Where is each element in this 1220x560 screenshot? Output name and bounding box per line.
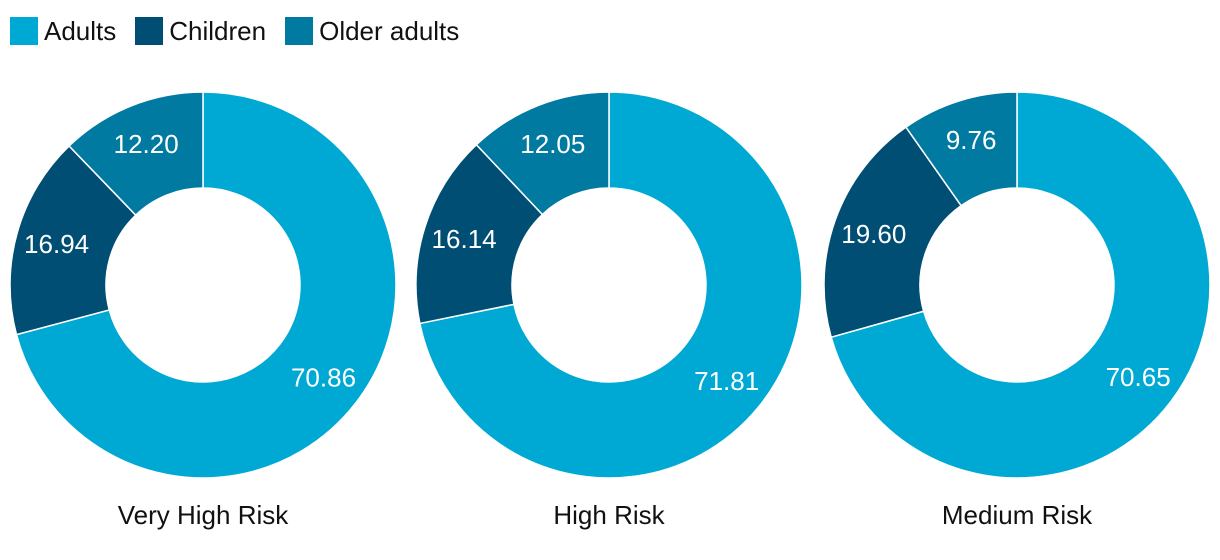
data-label-older-adults: 12.20 bbox=[114, 129, 179, 159]
slice-older-adults[interactable] bbox=[904, 91, 1018, 207]
slice-children[interactable] bbox=[415, 143, 544, 325]
data-label-older-adults: 12.05 bbox=[520, 129, 585, 159]
legend-label-adults: Adults bbox=[44, 16, 117, 46]
data-label-adults: 71.81 bbox=[694, 366, 759, 396]
legend-label-older-adults: Older adults bbox=[319, 16, 460, 46]
data-label-older-adults: 9.76 bbox=[946, 125, 997, 155]
legend-swatch-adults bbox=[10, 17, 38, 45]
slice-children[interactable] bbox=[823, 126, 963, 339]
slice-adults[interactable] bbox=[418, 91, 803, 479]
donut-chart-high-risk: 71.81 16.14 12.05 High Risk bbox=[415, 91, 803, 530]
chart-title: High Risk bbox=[553, 500, 665, 530]
legend-item-children[interactable]: Children bbox=[135, 15, 266, 47]
legend-swatch-children bbox=[135, 17, 164, 45]
slice-children[interactable] bbox=[9, 144, 137, 336]
donut-chart-very-high-risk: 70.86 16.94 12.20 Very High Risk bbox=[9, 91, 397, 530]
data-label-children: 16.14 bbox=[432, 224, 497, 254]
legend-swatch-older-adults bbox=[285, 17, 314, 45]
data-label-children: 16.94 bbox=[24, 229, 89, 259]
chart-title: Very High Risk bbox=[118, 500, 289, 530]
data-label-children: 19.60 bbox=[841, 219, 906, 249]
slice-older-adults[interactable] bbox=[475, 91, 610, 216]
donut-chart-medium-risk: 70.65 19.60 9.76 Medium Risk bbox=[823, 91, 1211, 530]
slice-adults[interactable] bbox=[830, 91, 1211, 479]
legend: Adults Children Older adults bbox=[10, 15, 478, 47]
legend-label-children: Children bbox=[169, 16, 267, 46]
legend-item-adults[interactable]: Adults bbox=[10, 15, 116, 47]
legend-item-older-adults[interactable]: Older adults bbox=[285, 15, 459, 47]
data-label-adults: 70.86 bbox=[291, 363, 356, 393]
data-label-adults: 70.65 bbox=[1106, 362, 1171, 392]
chart-title: Medium Risk bbox=[942, 500, 1093, 530]
slice-older-adults[interactable] bbox=[68, 91, 204, 217]
slice-adults[interactable] bbox=[15, 91, 397, 479]
